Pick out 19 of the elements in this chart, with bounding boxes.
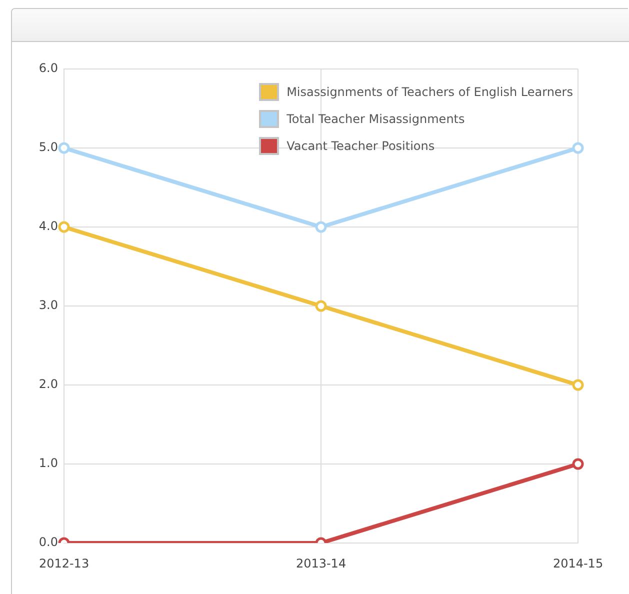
y-tick-label: 4.0 [38, 219, 58, 234]
y-tick-label: 0.0 [38, 535, 58, 550]
point [315, 221, 327, 233]
legend-label: Misassignments of Teachers of English Learners [286, 84, 573, 98]
point [572, 379, 584, 391]
point [572, 142, 584, 154]
y-tick-label: 6.0 [38, 61, 58, 76]
x-tick-label: 2013-14 [296, 556, 346, 570]
y-tick-label: 2.0 [38, 377, 58, 392]
legend-label: Total Teacher Misassignments [286, 112, 465, 126]
x-tick-label: 2014-15 [552, 556, 604, 570]
y-tick-label: 5.0 [38, 140, 58, 154]
legend-label: Vacant Teacher Positions [286, 138, 435, 152]
point [315, 300, 327, 312]
point [58, 221, 70, 233]
point [58, 142, 70, 154]
y-tick-label: 1.0 [38, 456, 58, 470]
y-tick-label: 3.0 [38, 298, 58, 312]
x-tick-label: 2012-13 [38, 556, 90, 570]
